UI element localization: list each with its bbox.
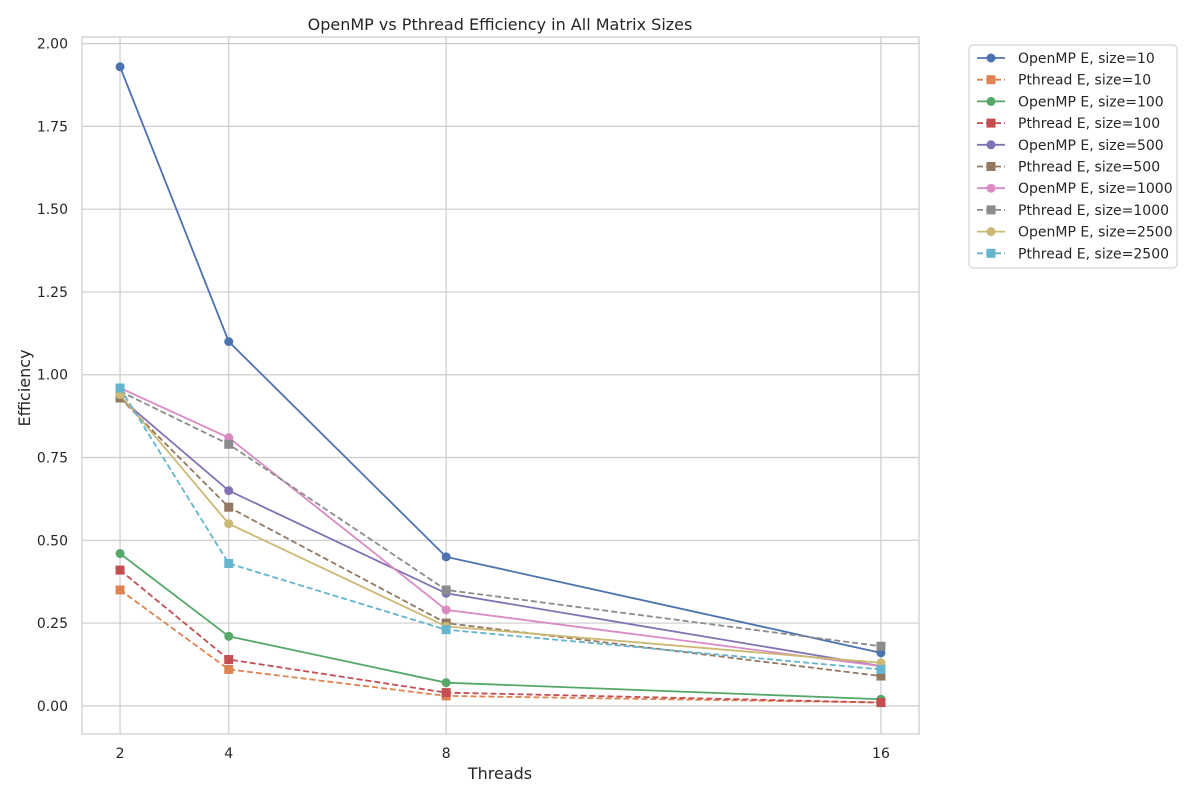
y-axis-label: Efficiency (15, 349, 34, 426)
series-8 (115, 386, 886, 651)
legend-label: OpenMP E, size=100 (1018, 94, 1164, 110)
series-1 (115, 62, 886, 658)
legend-label: OpenMP E, size=10 (1018, 51, 1155, 67)
series-line (119, 397, 882, 677)
legend-swatch-marker (986, 118, 996, 128)
y-axis-ticks: 0.00 0.25 0.50 0.75 1.00 1.25 1.50 1.75 2.00 (37, 37, 68, 715)
series-line (119, 589, 881, 704)
y-tick-label: 0.25 (37, 616, 68, 632)
legend-swatch-marker (986, 227, 996, 237)
chart-title: OpenMP vs Pthread Efficiency in All Matr… (308, 15, 693, 34)
x-tick-label: 16 (872, 746, 890, 762)
legend-label: Pthread E, size=1000 (1018, 203, 1169, 219)
legend-swatch-marker (986, 183, 996, 193)
series-10 (115, 383, 886, 674)
legend-item: OpenMP E, size=500 (977, 138, 1164, 154)
plot-frame (81, 36, 920, 735)
data-point (115, 585, 125, 595)
data-point (224, 337, 234, 347)
y-tick-label: 2.00 (37, 37, 68, 53)
data-point (224, 439, 234, 449)
legend-label: Pthread E, size=100 (1018, 116, 1160, 132)
data-point (224, 502, 234, 512)
series-line (119, 552, 881, 701)
data-point (115, 549, 125, 559)
data-point (441, 625, 451, 635)
series-group (115, 62, 886, 708)
y-tick-label: 1.75 (37, 119, 68, 135)
data-point (876, 641, 886, 651)
legend-label: Pthread E, size=2500 (1018, 246, 1169, 262)
legend-item: Pthread E, size=500 (977, 160, 1160, 176)
series-line (119, 387, 882, 671)
y-tick-label: 1.00 (37, 368, 68, 384)
series-4 (115, 565, 886, 708)
legend-item: OpenMP E, size=2500 (977, 225, 1173, 241)
data-point (876, 664, 886, 674)
data-point (224, 654, 234, 664)
data-point (224, 519, 234, 529)
legend-item: Pthread E, size=100 (977, 116, 1160, 132)
x-tick-label: 4 (224, 746, 233, 762)
y-tick-label: 1.50 (37, 202, 68, 218)
legend-item: OpenMP E, size=100 (977, 94, 1164, 110)
legend-frame (968, 44, 1178, 269)
legend-item: Pthread E, size=10 (977, 73, 1151, 89)
y-tick-label: 1.25 (37, 285, 68, 301)
series-line (119, 66, 882, 654)
legend-item: Pthread E, size=2500 (977, 246, 1169, 262)
legend-label: OpenMP E, size=500 (1018, 138, 1164, 154)
data-point (224, 558, 234, 568)
data-point (224, 631, 234, 641)
legend-item: OpenMP E, size=10 (977, 51, 1155, 67)
data-point (876, 698, 886, 708)
legend-item: Pthread E, size=1000 (977, 203, 1169, 219)
series-line (119, 397, 882, 668)
series-3 (115, 549, 886, 704)
data-point (441, 678, 451, 688)
legend-swatch-marker (986, 75, 996, 85)
x-tick-label: 8 (442, 746, 451, 762)
series-9 (115, 390, 886, 668)
legend-label: Pthread E, size=500 (1018, 160, 1160, 176)
grid (82, 37, 919, 734)
legend-swatch-marker (986, 205, 996, 215)
data-point (224, 664, 234, 674)
legend-label: OpenMP E, size=2500 (1018, 225, 1173, 241)
data-point (115, 565, 125, 575)
legend-swatch-marker (986, 96, 996, 106)
y-tick-label: 0.00 (37, 699, 68, 715)
data-point (441, 585, 451, 595)
series-2 (115, 585, 886, 708)
legend-label: OpenMP E, size=1000 (1018, 181, 1173, 197)
data-point (441, 552, 451, 562)
x-axis-ticks: 2 4 8 16 (116, 746, 890, 762)
x-tick-label: 2 (116, 746, 125, 762)
legend-swatch-marker (986, 162, 996, 171)
legend: OpenMP E, size=10 Pthread E, size=10 OpenM… (968, 44, 1178, 269)
legend-label: Pthread E, size=10 (1018, 73, 1151, 89)
data-point (876, 671, 886, 681)
legend-swatch-marker (986, 53, 996, 63)
y-tick-label: 0.50 (37, 533, 68, 549)
x-axis-label: Threads (467, 764, 532, 783)
data-point (441, 688, 451, 698)
data-point (115, 383, 125, 393)
series-line (119, 394, 882, 664)
data-point (115, 62, 125, 72)
series-line (119, 390, 882, 648)
data-point (224, 486, 234, 496)
legend-swatch-marker (986, 140, 996, 150)
series-line (119, 387, 882, 668)
data-point (441, 605, 451, 615)
legend-item: OpenMP E, size=1000 (977, 181, 1173, 197)
y-tick-label: 0.75 (37, 451, 68, 467)
series-line (119, 569, 881, 704)
legend-swatch-marker (986, 248, 996, 258)
